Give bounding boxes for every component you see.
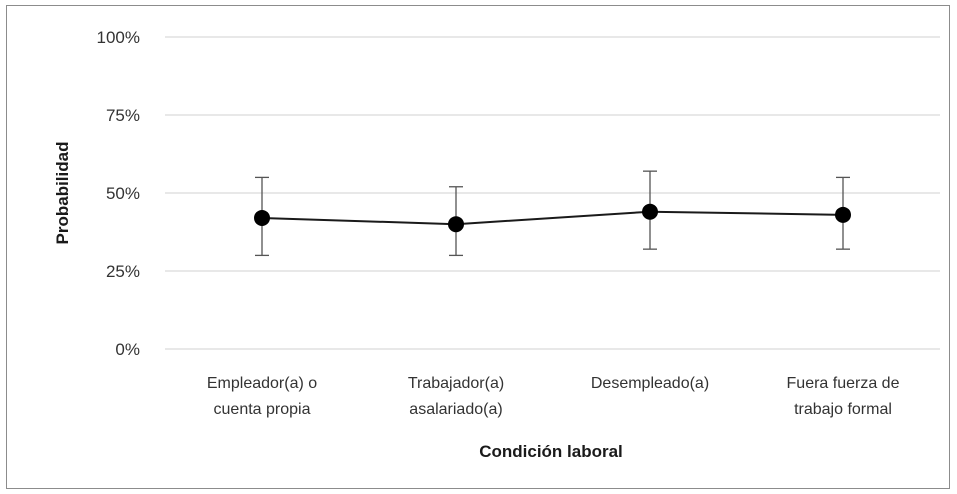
x-category-label: Empleador(a) o cuenta propia (207, 375, 317, 418)
x-category-label: Desempleado(a) (591, 375, 709, 392)
y-tick-label: 75% (106, 106, 140, 125)
data-point (448, 216, 464, 233)
series-line (261, 210, 844, 226)
y-tick-label: 100% (97, 28, 140, 47)
series-polyline (261, 210, 844, 226)
y-tick-label: 25% (106, 262, 140, 281)
y-tick-label: 50% (106, 184, 140, 203)
y-tick-label: 0% (115, 340, 140, 359)
data-point (254, 209, 270, 226)
y-axis-tick-labels: 0% 25% 50% 75% 100% (97, 28, 140, 359)
x-category-label: Fuera fuerza de trabajo formal (787, 375, 900, 418)
data-points (254, 203, 851, 233)
data-point (642, 203, 658, 220)
data-point (835, 206, 851, 223)
gridlines (165, 36, 940, 350)
x-axis-category-labels: Empleador(a) o cuenta propia Trabajador(a)… (207, 375, 900, 418)
chart-frame (6, 5, 950, 489)
y-axis-title: Probabilidad (53, 142, 72, 245)
x-category-label: Trabajador(a) asalariado(a) (408, 375, 504, 418)
x-axis-title: Condición laboral (479, 442, 623, 461)
